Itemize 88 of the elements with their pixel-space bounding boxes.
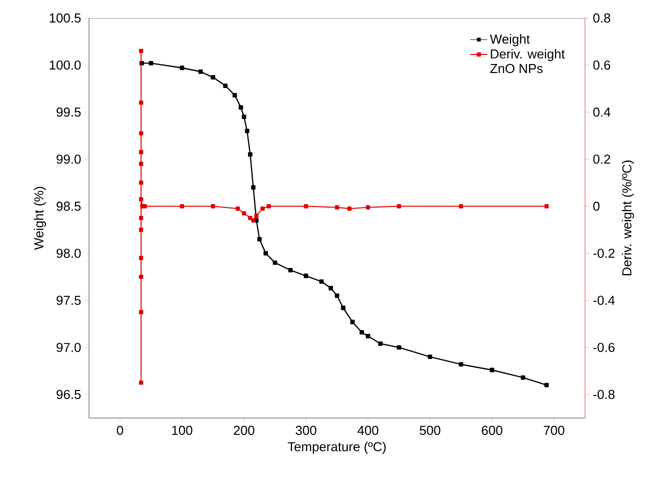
point xyxy=(138,162,144,166)
point xyxy=(458,204,464,208)
y2-axis-title: Deriv. weight (%/ºC) xyxy=(622,160,634,276)
point xyxy=(210,75,216,80)
point xyxy=(138,100,144,105)
point xyxy=(248,216,252,220)
point xyxy=(242,211,246,216)
point xyxy=(138,256,144,260)
point xyxy=(544,382,549,388)
x-tick-label: 500 xyxy=(420,426,440,435)
point xyxy=(138,131,144,136)
y-axis-title: Weight (%) xyxy=(34,186,46,250)
point xyxy=(366,334,370,338)
point xyxy=(138,310,144,314)
point xyxy=(264,251,268,256)
point xyxy=(142,204,147,208)
point xyxy=(138,216,144,220)
point xyxy=(138,197,144,202)
point xyxy=(544,204,549,208)
point xyxy=(248,152,252,157)
point xyxy=(251,185,256,190)
y-tick-label: 99.0 xyxy=(56,154,81,164)
x-tick-label: 100 xyxy=(172,426,192,435)
point xyxy=(251,218,256,222)
point xyxy=(244,128,250,134)
point xyxy=(138,48,144,54)
point xyxy=(198,69,203,74)
y2-tick-label: 0 xyxy=(593,202,600,211)
point xyxy=(238,105,244,110)
point xyxy=(138,380,144,385)
point xyxy=(223,84,228,88)
point xyxy=(458,362,464,367)
x-tick-label: 300 xyxy=(296,426,316,435)
point xyxy=(288,268,293,272)
y-tick-label: 97.0 xyxy=(56,342,81,352)
point xyxy=(334,293,340,298)
point xyxy=(254,214,258,218)
x-axis-title: Temperature (ºC) xyxy=(288,442,386,454)
point xyxy=(341,306,346,310)
y-tick-label: 100.5 xyxy=(50,13,81,23)
point xyxy=(272,260,278,265)
y2-tick-label: -0.4 xyxy=(593,296,615,305)
y-tick-label: 100.0 xyxy=(50,60,81,70)
point xyxy=(257,236,262,242)
point xyxy=(334,205,340,210)
point xyxy=(396,345,402,350)
y2-tick-label: -0.8 xyxy=(593,390,615,400)
point xyxy=(360,330,364,335)
point xyxy=(138,180,144,185)
point xyxy=(396,204,402,208)
point xyxy=(428,354,432,360)
point xyxy=(210,204,216,208)
y2-tick-label: 0.8 xyxy=(593,13,610,23)
y-tick-label: 98.5 xyxy=(56,202,81,211)
point xyxy=(138,228,144,232)
point xyxy=(180,66,184,70)
y-tick-label: 97.5 xyxy=(56,296,81,305)
point xyxy=(242,114,246,120)
y2-tick-label: 0.4 xyxy=(593,108,610,117)
y2-tick-label: -0.6 xyxy=(593,342,615,352)
legend-label: Deriv. weight xyxy=(490,49,565,62)
point xyxy=(180,204,184,208)
point xyxy=(347,206,352,211)
point xyxy=(236,206,240,211)
x-tick-label: 600 xyxy=(482,426,502,435)
y2-tick-label: -0.2 xyxy=(593,248,614,258)
point xyxy=(304,274,308,278)
legend-label: Weight xyxy=(490,34,530,46)
point xyxy=(138,274,144,279)
x-tick-label: 0 xyxy=(116,426,124,435)
annotation: ZnO NPs xyxy=(490,64,543,74)
y-tick-label: 99.5 xyxy=(56,108,81,117)
point xyxy=(328,286,333,290)
point xyxy=(304,204,308,208)
point xyxy=(378,341,383,346)
point xyxy=(232,92,237,98)
y-tick-label: 98.0 xyxy=(56,248,81,258)
y2-tick-label: 0.2 xyxy=(593,154,610,164)
x-tick-label: 400 xyxy=(357,426,378,435)
point xyxy=(266,204,271,208)
y2-tick-label: 0.6 xyxy=(593,60,610,70)
point xyxy=(366,205,370,210)
x-tick-label: 200 xyxy=(234,426,254,435)
y-tick-label: 96.5 xyxy=(56,390,81,400)
point xyxy=(260,206,265,211)
x-tick-label: 700 xyxy=(544,426,564,435)
point xyxy=(148,60,154,66)
point xyxy=(138,150,144,154)
